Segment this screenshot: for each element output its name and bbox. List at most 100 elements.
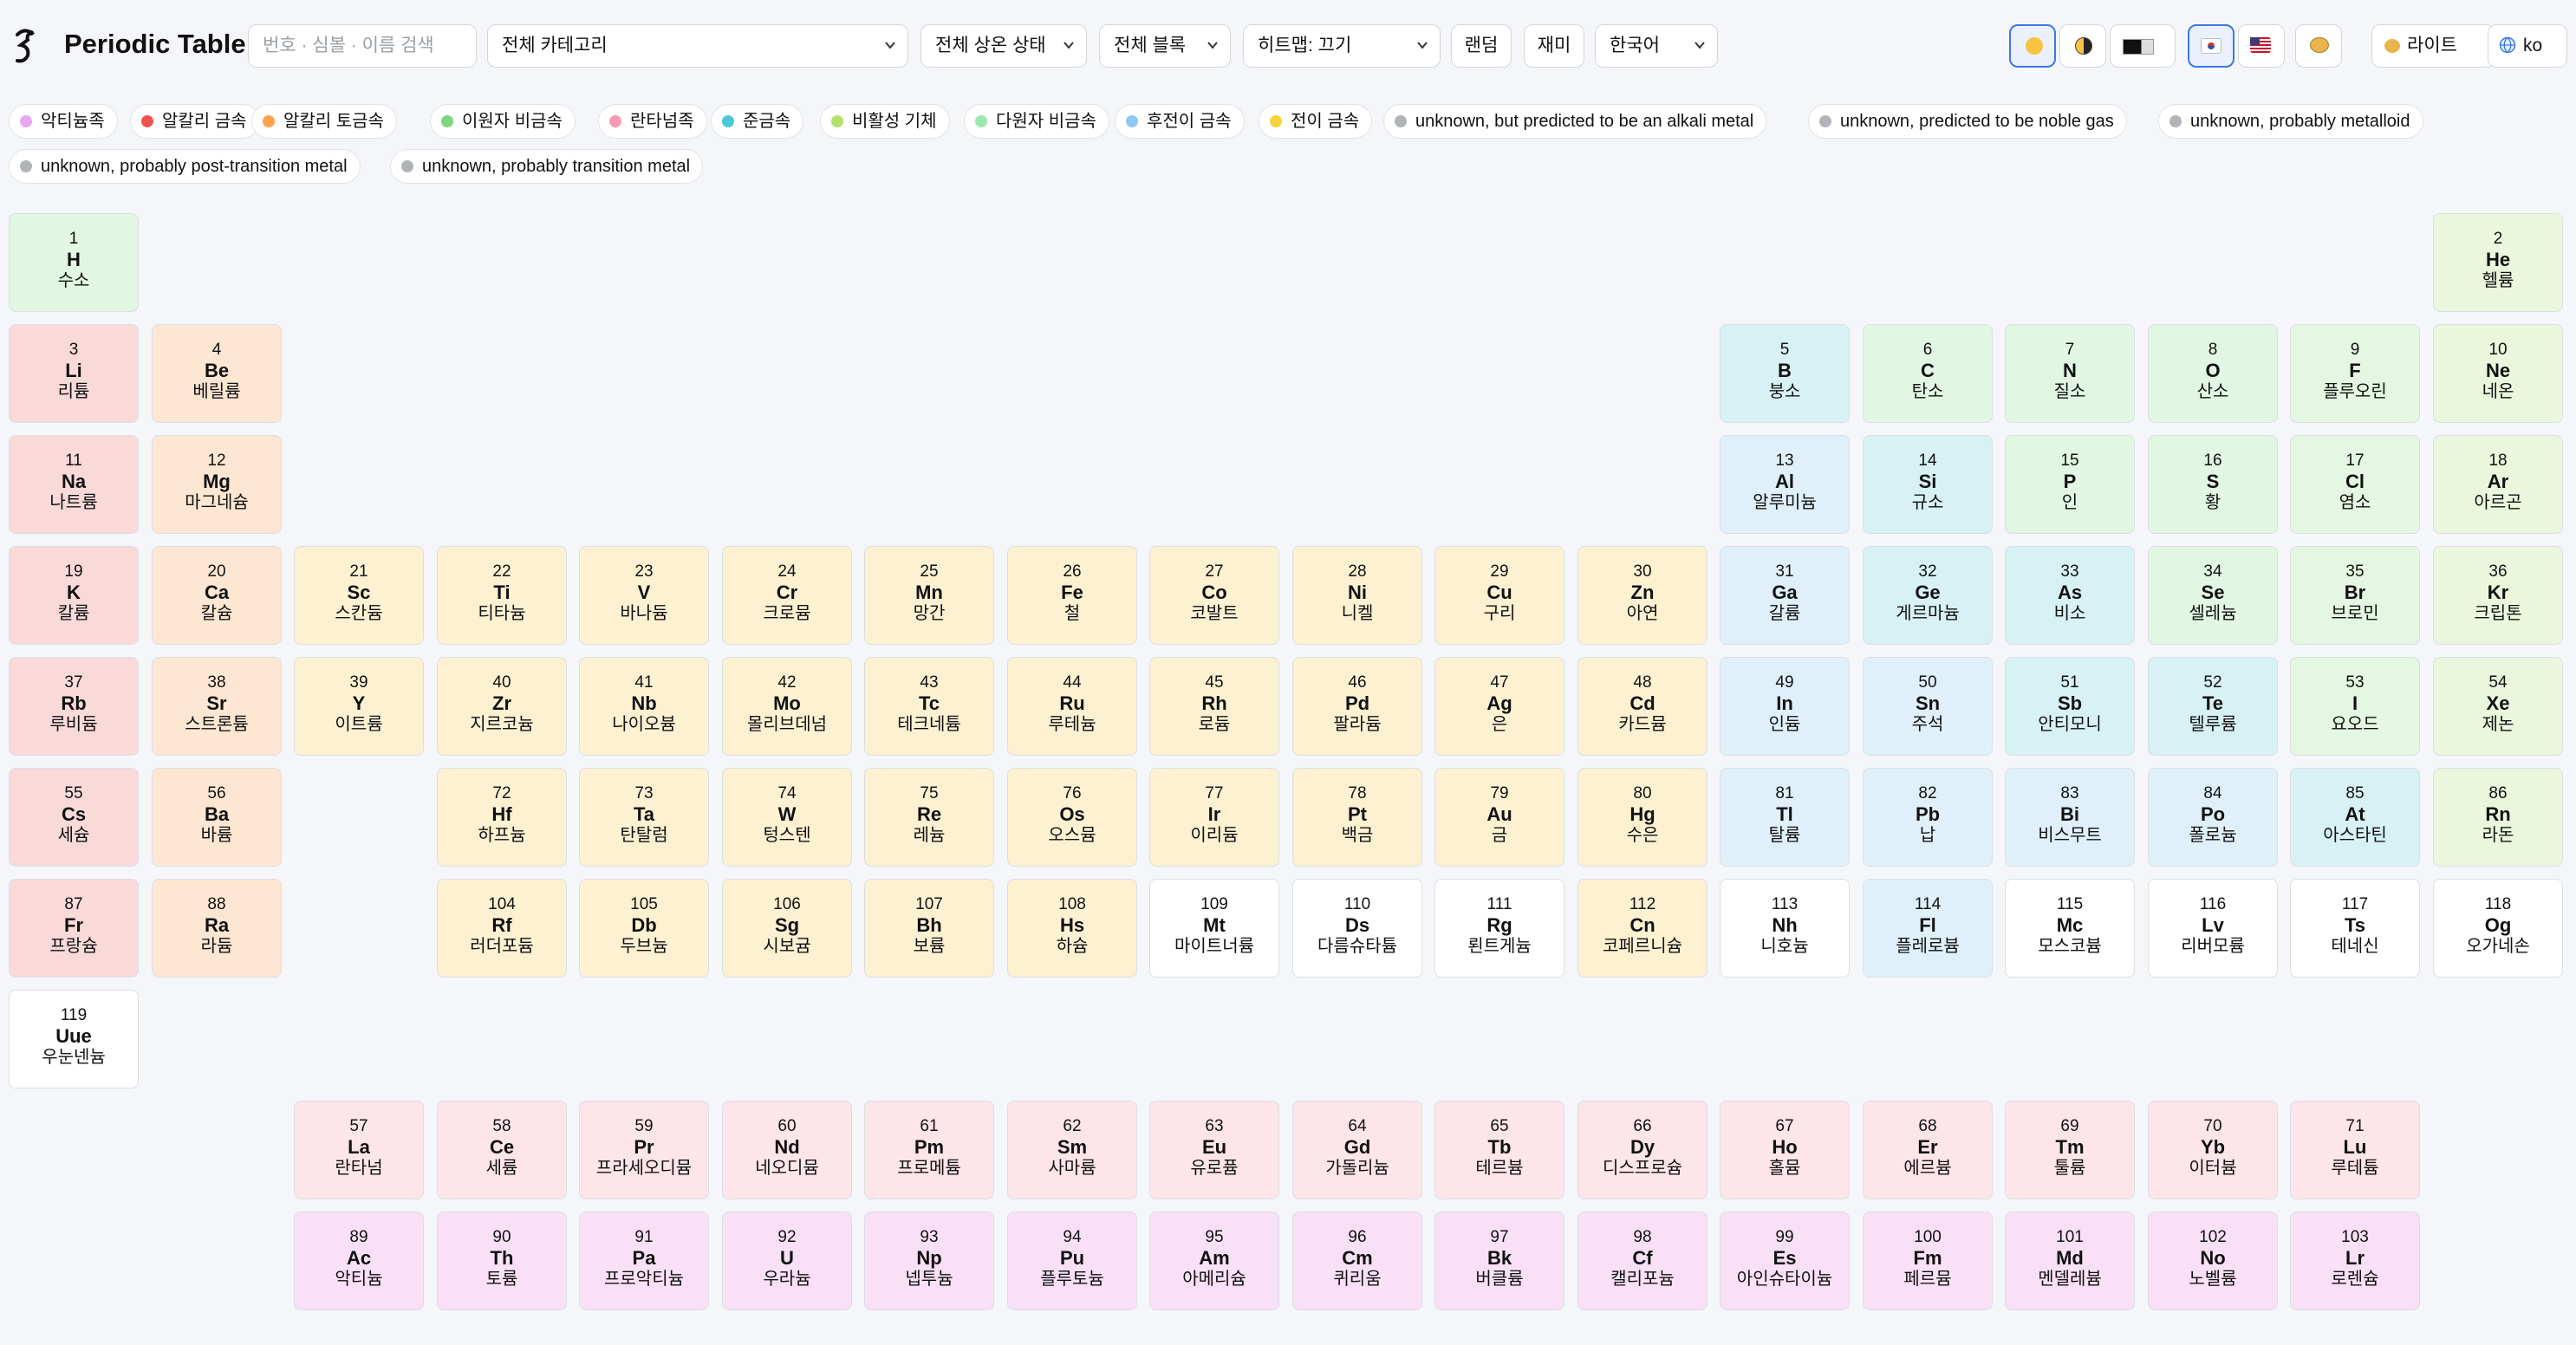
element-tile-hs[interactable]: 108 Hs 하슘 — [1007, 879, 1137, 978]
element-tile-be[interactable]: 4 Be 베릴륨 — [152, 324, 282, 423]
element-tile-li[interactable]: 3 Li 리튬 — [9, 324, 139, 423]
element-tile-am[interactable]: 95 Am 아메리슘 — [1149, 1212, 1279, 1310]
legend-item[interactable]: unknown, probably metalloid — [2158, 104, 2423, 139]
theme-toggle-button[interactable]: 라이트 — [2371, 24, 2495, 68]
element-tile-th[interactable]: 90 Th 토륨 — [437, 1212, 567, 1310]
element-tile-eu[interactable]: 63 Eu 유로퓸 — [1149, 1101, 1279, 1199]
element-tile-in[interactable]: 49 In 인듐 — [1720, 657, 1850, 756]
element-tile-ti[interactable]: 22 Ti 티타늄 — [437, 546, 567, 645]
element-tile-ge[interactable]: 32 Ge 게르마늄 — [1863, 546, 1993, 645]
element-tile-ga[interactable]: 31 Ga 갈륨 — [1720, 546, 1850, 645]
element-tile-se[interactable]: 34 Se 셀레늄 — [2148, 546, 2278, 645]
legend-item[interactable]: 전이 금속 — [1259, 104, 1373, 139]
element-tile-la[interactable]: 57 La 란타넘 — [294, 1101, 424, 1199]
element-tile-cf[interactable]: 98 Cf 캘리포늄 — [1577, 1212, 1708, 1310]
legend-item[interactable]: unknown, probably transition metal — [390, 149, 704, 184]
element-tile-xe[interactable]: 54 Xe 제논 — [2433, 657, 2563, 756]
element-tile-k[interactable]: 19 K 칼륨 — [9, 546, 139, 645]
element-tile-sm[interactable]: 62 Sm 사마륨 — [1007, 1101, 1137, 1199]
element-tile-ru[interactable]: 44 Ru 루테늄 — [1007, 657, 1137, 756]
element-tile-pr[interactable]: 59 Pr 프라세오디뮴 — [579, 1101, 709, 1199]
element-tile-h[interactable]: 1 H 수소 — [9, 213, 139, 312]
legend-item[interactable]: 이원자 비금속 — [430, 104, 576, 139]
element-tile-ni[interactable]: 28 Ni 니켈 — [1292, 546, 1422, 645]
element-tile-md[interactable]: 101 Md 멘델레븀 — [2005, 1212, 2135, 1310]
element-tile-mg[interactable]: 12 Mg 마그네슘 — [152, 435, 282, 534]
element-tile-rg[interactable]: 111 Rg 뢴트게늄 — [1434, 879, 1564, 978]
element-tile-cl[interactable]: 17 Cl 염소 — [2290, 435, 2420, 534]
element-tile-ta[interactable]: 73 Ta 탄탈럼 — [579, 768, 709, 867]
legend-item[interactable]: unknown, predicted to be noble gas — [1808, 104, 2127, 139]
element-tile-re[interactable]: 75 Re 레늄 — [864, 768, 994, 867]
legend-item[interactable]: 준금속 — [711, 104, 804, 139]
element-tile-hf[interactable]: 72 Hf 하프늄 — [437, 768, 567, 867]
legend-item[interactable]: 후전이 금속 — [1115, 104, 1245, 139]
element-tile-tc[interactable]: 43 Tc 테크네튬 — [864, 657, 994, 756]
light-theme-button[interactable] — [2009, 24, 2056, 68]
element-tile-os[interactable]: 76 Os 오스뮴 — [1007, 768, 1137, 867]
legend-item[interactable]: 다원자 비금속 — [964, 104, 1109, 139]
element-tile-tl[interactable]: 81 Tl 탈륨 — [1720, 768, 1850, 867]
element-tile-ag[interactable]: 47 Ag 은 — [1434, 657, 1564, 756]
element-tile-rh[interactable]: 45 Rh 로듐 — [1149, 657, 1279, 756]
element-tile-ne[interactable]: 10 Ne 네온 — [2433, 324, 2563, 423]
element-tile-db[interactable]: 105 Db 두브늄 — [579, 879, 709, 978]
element-tile-as[interactable]: 33 As 비소 — [2005, 546, 2135, 645]
element-tile-po[interactable]: 84 Po 폴로늄 — [2148, 768, 2278, 867]
element-tile-mt[interactable]: 109 Mt 마이트너륨 — [1149, 879, 1279, 978]
element-tile-ho[interactable]: 67 Ho 홀뮴 — [1720, 1101, 1850, 1199]
korean-flag-button[interactable] — [2188, 24, 2234, 68]
element-tile-nh[interactable]: 113 Nh 니호늄 — [1720, 879, 1850, 978]
element-tile-u[interactable]: 92 U 우라늄 — [722, 1212, 852, 1310]
element-tile-pm[interactable]: 61 Pm 프로메튬 — [864, 1101, 994, 1199]
element-tile-fl[interactable]: 114 Fl 플레로븀 — [1863, 879, 1993, 978]
element-tile-zr[interactable]: 40 Zr 지르코늄 — [437, 657, 567, 756]
element-tile-p[interactable]: 15 P 인 — [2005, 435, 2135, 534]
element-tile-te[interactable]: 52 Te 텔루륨 — [2148, 657, 2278, 756]
element-tile-nb[interactable]: 41 Nb 나이오븀 — [579, 657, 709, 756]
element-tile-no[interactable]: 102 No 노벨륨 — [2148, 1212, 2278, 1310]
element-tile-rf[interactable]: 104 Rf 러더포듐 — [437, 879, 567, 978]
element-tile-nd[interactable]: 60 Nd 네오디뮴 — [722, 1101, 852, 1199]
phase-select[interactable]: 전체 상온 상태 — [920, 24, 1087, 68]
element-tile-n[interactable]: 7 N 질소 — [2005, 324, 2135, 423]
element-tile-fm[interactable]: 100 Fm 페르뮴 — [1863, 1212, 1993, 1310]
element-tile-at[interactable]: 85 At 아스타틴 — [2290, 768, 2420, 867]
element-tile-na[interactable]: 11 Na 나트륨 — [9, 435, 139, 534]
contrast-theme-button[interactable] — [2059, 24, 2106, 68]
search-input[interactable]: 번호 · 심볼 · 이름 검색 — [248, 24, 477, 68]
element-tile-i[interactable]: 53 I 요오드 — [2290, 657, 2420, 756]
element-tile-ce[interactable]: 58 Ce 세륨 — [437, 1101, 567, 1199]
element-tile-pb[interactable]: 82 Pb 납 — [1863, 768, 1993, 867]
palette-button[interactable] — [2295, 24, 2342, 68]
element-tile-bk[interactable]: 97 Bk 버클륨 — [1434, 1212, 1564, 1310]
element-tile-lu[interactable]: 71 Lu 루테튬 — [2290, 1101, 2420, 1199]
element-tile-lr[interactable]: 103 Lr 로렌슘 — [2290, 1212, 2420, 1310]
element-tile-ts[interactable]: 117 Ts 테네신 — [2290, 879, 2420, 978]
legend-item[interactable]: 악티늄족 — [9, 104, 118, 139]
block-select[interactable]: 전체 블록 — [1099, 24, 1231, 68]
element-tile-br[interactable]: 35 Br 브로민 — [2290, 546, 2420, 645]
element-tile-dy[interactable]: 66 Dy 디스프로슘 — [1577, 1101, 1708, 1199]
element-tile-ba[interactable]: 56 Ba 바륨 — [152, 768, 282, 867]
element-tile-fr[interactable]: 87 Fr 프랑슘 — [9, 879, 139, 978]
element-tile-ds[interactable]: 110 Ds 다름슈타튬 — [1292, 879, 1422, 978]
random-button[interactable]: 랜덤 — [1451, 24, 1512, 68]
element-tile-f[interactable]: 9 F 플루오린 — [2290, 324, 2420, 423]
element-tile-lv[interactable]: 116 Lv 리버모륨 — [2148, 879, 2278, 978]
element-tile-b[interactable]: 5 B 붕소 — [1720, 324, 1850, 423]
element-tile-yb[interactable]: 70 Yb 이터븀 — [2148, 1101, 2278, 1199]
element-tile-al[interactable]: 13 Al 알루미늄 — [1720, 435, 1850, 534]
element-tile-pt[interactable]: 78 Pt 백금 — [1292, 768, 1422, 867]
element-tile-y[interactable]: 39 Y 이트륨 — [294, 657, 424, 756]
element-tile-v[interactable]: 23 V 바나듐 — [579, 546, 709, 645]
us-flag-button[interactable] — [2238, 24, 2285, 68]
element-tile-uue[interactable]: 119 Uue 우눈넨늄 — [9, 990, 139, 1088]
element-tile-pd[interactable]: 46 Pd 팔라듐 — [1292, 657, 1422, 756]
element-tile-sg[interactable]: 106 Sg 시보귬 — [722, 879, 852, 978]
element-tile-sn[interactable]: 50 Sn 주석 — [1863, 657, 1993, 756]
element-tile-fe[interactable]: 26 Fe 철 — [1007, 546, 1137, 645]
dark-theme-button[interactable] — [2110, 24, 2176, 68]
element-tile-mo[interactable]: 42 Mo 몰리브데넘 — [722, 657, 852, 756]
category-select[interactable]: 전체 카테고리 — [487, 24, 908, 68]
